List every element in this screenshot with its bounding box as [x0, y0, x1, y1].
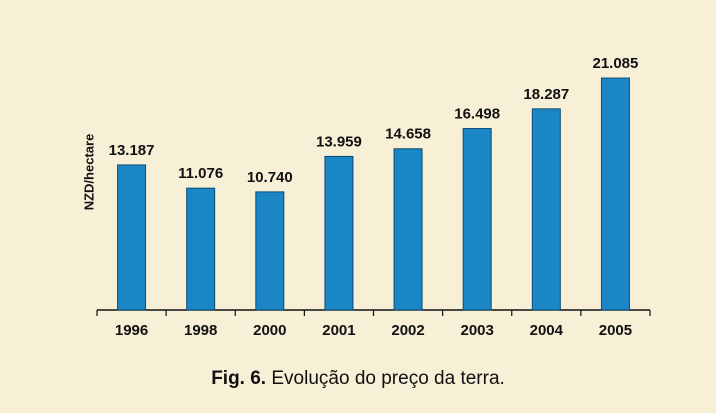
data-label: 18.287 [523, 86, 569, 103]
x-tick-label: 2002 [391, 322, 424, 339]
data-label: 16.498 [454, 105, 500, 122]
bar [462, 128, 492, 311]
bar [393, 148, 423, 311]
data-label: 11.076 [178, 165, 223, 182]
x-tick-label: 2003 [461, 322, 494, 339]
data-label: 10.740 [247, 169, 293, 186]
x-tick-label: 1998 [184, 322, 217, 339]
bar [186, 187, 216, 311]
bar [531, 108, 561, 311]
bar [255, 191, 285, 311]
x-tick-label: 2005 [599, 322, 632, 339]
figure-label: Fig. 6. [211, 368, 266, 389]
bar [117, 164, 147, 311]
bar [324, 155, 354, 311]
bar [600, 77, 630, 311]
x-tick-label: 2004 [530, 322, 564, 339]
data-label: 13.959 [316, 133, 362, 150]
x-tick-label: 2001 [322, 322, 355, 339]
caption: Fig. 6. Evolução do preço da terra. [211, 368, 505, 389]
data-label: 13.187 [109, 142, 155, 159]
data-label: 14.658 [385, 126, 431, 143]
y-axis-label: NZD/hectare [81, 134, 96, 211]
x-tick-label: 2000 [253, 322, 286, 339]
chart-title: Evolução do preço da terra. [271, 368, 504, 389]
data-label: 21.085 [592, 55, 638, 72]
x-tick-label: 1996 [115, 322, 148, 339]
